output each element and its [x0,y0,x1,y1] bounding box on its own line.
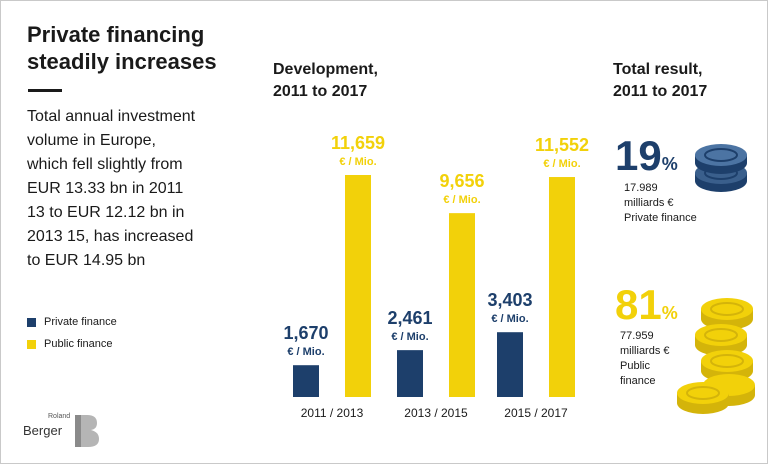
legend-label-private: Private finance [44,316,117,328]
description-line-4: EUR 13.33 bn in 2011 [27,180,184,197]
public-percentage-value: 81 [615,281,662,328]
x-tick-label-1: 2013 / 2015 [404,406,468,420]
data-label-private-0: 1,670 [283,323,328,343]
private-total-line-3: Private finance [624,212,697,224]
unit-label-public-0: € / Mio. [339,156,376,168]
private-percentage-value: 19 [615,132,662,179]
development-bar-chart: 1,670 € / Mio. 11,659 € / Mio. 2011 / 2013 2,… [283,133,589,420]
bar-private-2 [497,332,523,397]
legend-swatch-private [27,317,36,327]
public-total-description: 77.959 milliards € Public finance [620,329,690,389]
headline-line-1: Private financing [27,22,205,47]
public-percentage: 81% [615,284,678,326]
development-title: Development, 2011 to 2017 [273,59,378,103]
description-text: Total annual investment volume in Europe… [27,105,237,273]
public-total-line-3: Public [620,360,650,372]
data-label-public-0: 11,659 [331,133,385,153]
private-total-line-1: 17.989 [624,182,658,194]
private-percentage-symbol: % [661,154,678,174]
data-label-public-1: 9,656 [439,171,484,191]
legend: Private finance Public finance [27,311,117,355]
bar-private-0 [293,365,319,397]
legend-item-private: Private finance [27,311,117,333]
bar-public-2 [549,177,575,397]
private-total-line-2: milliards € [624,197,674,209]
bar-public-1 [449,213,475,397]
x-tick-label-2: 2015 / 2017 [504,406,568,420]
unit-label-private-2: € / Mio. [491,313,528,325]
description-line-1: Total annual investment [27,108,196,125]
public-total-line-1: 77.959 [620,330,654,342]
data-label-public-2: 11,552 [535,135,589,155]
development-title-line-2: 2011 to 2017 [273,83,368,100]
total-title-line-1: Total result, [613,61,703,78]
unit-label-public-2: € / Mio. [543,158,580,170]
public-total-line-4: finance [620,375,656,387]
description-line-2: volume in Europe, [27,132,156,149]
headline-rule [28,89,62,92]
legend-label-public: Public finance [44,338,113,350]
description-line-3: which fell slightly from [27,156,183,173]
logo-small-text: Roland [48,413,71,420]
x-tick-label-0: 2011 / 2013 [301,406,364,420]
headline: Private financing steadily increases [27,21,217,75]
data-label-private-2: 3,403 [487,290,532,310]
private-percentage: 19% [615,135,678,177]
public-percentage-symbol: % [661,303,678,323]
unit-label-public-1: € / Mio. [443,194,480,206]
description-line-7: to EUR 14.95 bn [27,252,146,269]
description-line-5: 13 to EUR 12.12 bn in [27,204,185,221]
data-label-private-1: 2,461 [387,308,432,328]
legend-item-public: Public finance [27,333,117,355]
coin-stack-large-icon [677,298,755,414]
private-total-description: 17.989 milliards € Private finance [624,181,714,226]
logo-b-icon [75,415,99,447]
total-title-line-2: 2011 to 2017 [613,83,708,100]
logo-main-text: Berger [23,423,63,438]
bar-public-0 [345,175,371,397]
bar-private-1 [397,350,423,397]
unit-label-private-1: € / Mio. [391,331,428,343]
description-line-6: 2013 15, has increased [27,228,194,245]
legend-swatch-public [27,339,36,349]
unit-label-private-0: € / Mio. [287,346,324,358]
headline-line-2: steadily increases [27,49,217,74]
public-total-line-2: milliards € [620,345,670,357]
development-title-line-1: Development, [273,61,378,78]
coin-stack-small-icon [695,144,747,192]
total-title: Total result, 2011 to 2017 [613,59,707,103]
